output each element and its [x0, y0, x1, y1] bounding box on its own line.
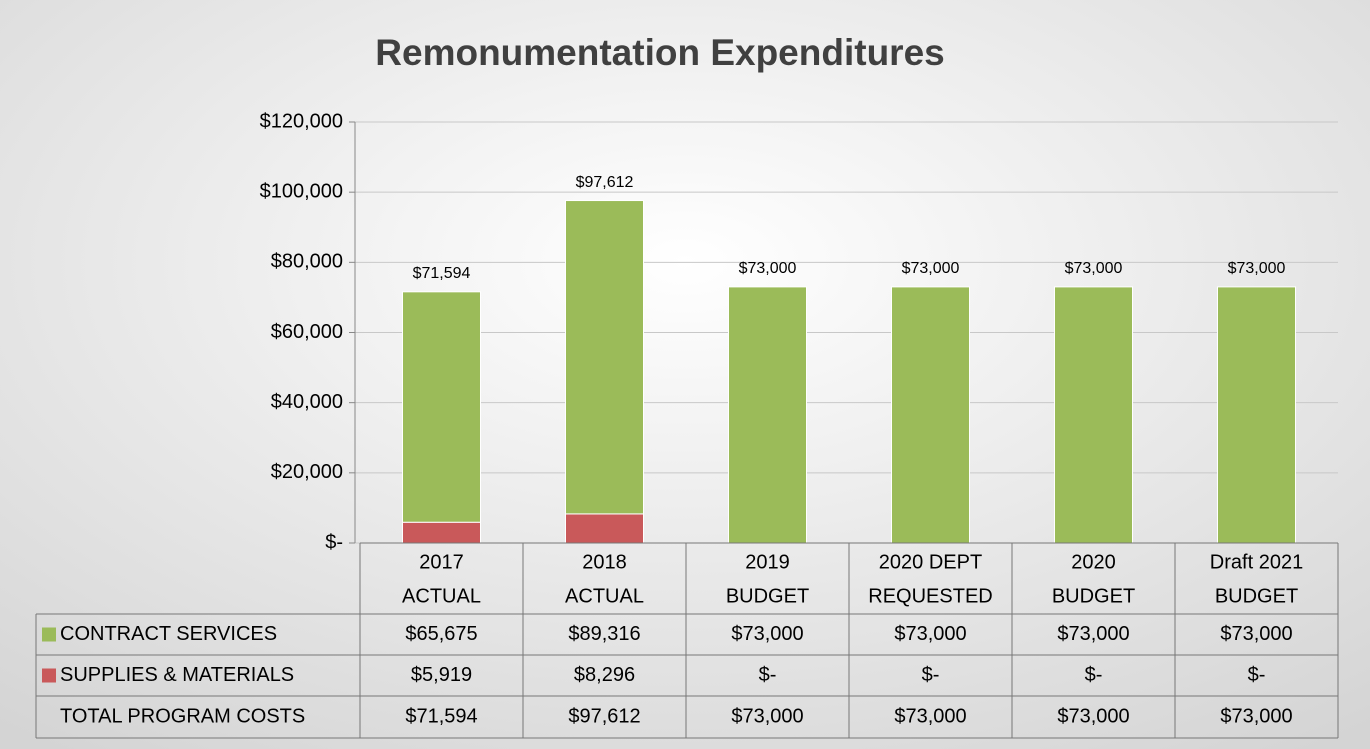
- table-cell: $5,919: [411, 664, 472, 686]
- table-cell: $73,000: [1220, 623, 1292, 645]
- table-cell: $73,000: [731, 623, 803, 645]
- bar-segment: [402, 521, 481, 544]
- table-cell: $-: [1085, 664, 1103, 686]
- x-tick-label: 2017: [419, 551, 464, 573]
- bar-total-label: $73,000: [1065, 260, 1123, 277]
- y-tick-label: $-: [325, 531, 343, 553]
- x-tick-label: BUDGET: [726, 585, 809, 607]
- x-tick-label: ACTUAL: [565, 585, 644, 607]
- legend-label: CONTRACT SERVICES: [60, 623, 277, 645]
- x-tick-label: 2020 DEPT: [879, 551, 982, 573]
- table-cell: $-: [1248, 664, 1266, 686]
- bar-total-label: $97,612: [576, 174, 634, 191]
- x-tick-label: REQUESTED: [868, 585, 992, 607]
- legend-swatch: [42, 668, 56, 683]
- chart-title: Remonumentation Expenditures: [375, 32, 944, 73]
- x-tick-label: 2020: [1071, 551, 1116, 573]
- bar-segment: [891, 286, 970, 544]
- legend-label: SUPPLIES & MATERIALS: [60, 664, 294, 686]
- table-cell: $73,000: [1057, 705, 1129, 727]
- x-tick-label: BUDGET: [1052, 585, 1135, 607]
- x-tick-label: ACTUAL: [402, 585, 481, 607]
- table-cell: $65,675: [405, 623, 477, 645]
- table-cell: $89,316: [568, 623, 640, 645]
- x-tick-label: 2019: [745, 551, 790, 573]
- table-cell: $97,612: [568, 705, 640, 727]
- x-tick-label: 2018: [582, 551, 627, 573]
- y-tick-label: $120,000: [260, 110, 343, 132]
- bar-segment: [402, 291, 481, 523]
- x-tick-label: BUDGET: [1215, 585, 1298, 607]
- bar-total-label: $71,594: [413, 265, 471, 282]
- x-tick-label: Draft 2021: [1210, 551, 1303, 573]
- bar-total-label: $73,000: [1228, 260, 1286, 277]
- legend-swatch: [42, 627, 56, 642]
- table-cell: $73,000: [1220, 705, 1292, 727]
- bar-segment: [1217, 286, 1296, 544]
- y-tick-label: $20,000: [271, 461, 343, 483]
- bar-total-label: $73,000: [739, 260, 797, 277]
- table-cell: $73,000: [731, 705, 803, 727]
- legend-label: TOTAL PROGRAM COSTS: [60, 705, 305, 727]
- bar-segment: [565, 513, 644, 544]
- table-cell: $73,000: [894, 705, 966, 727]
- bar-segment: [728, 286, 807, 544]
- y-tick-label: $40,000: [271, 391, 343, 413]
- bar-segment: [565, 200, 644, 515]
- y-tick-label: $80,000: [271, 251, 343, 273]
- y-tick-label: $60,000: [271, 321, 343, 343]
- bar-segment: [1054, 286, 1133, 544]
- table-cell: $8,296: [574, 664, 635, 686]
- table-cell: $73,000: [1057, 623, 1129, 645]
- table-cell: $-: [759, 664, 777, 686]
- table-cell: $-: [922, 664, 940, 686]
- y-tick-label: $100,000: [260, 180, 343, 202]
- bar-total-label: $73,000: [902, 260, 960, 277]
- table-cell: $73,000: [894, 623, 966, 645]
- table-cell: $71,594: [405, 705, 477, 727]
